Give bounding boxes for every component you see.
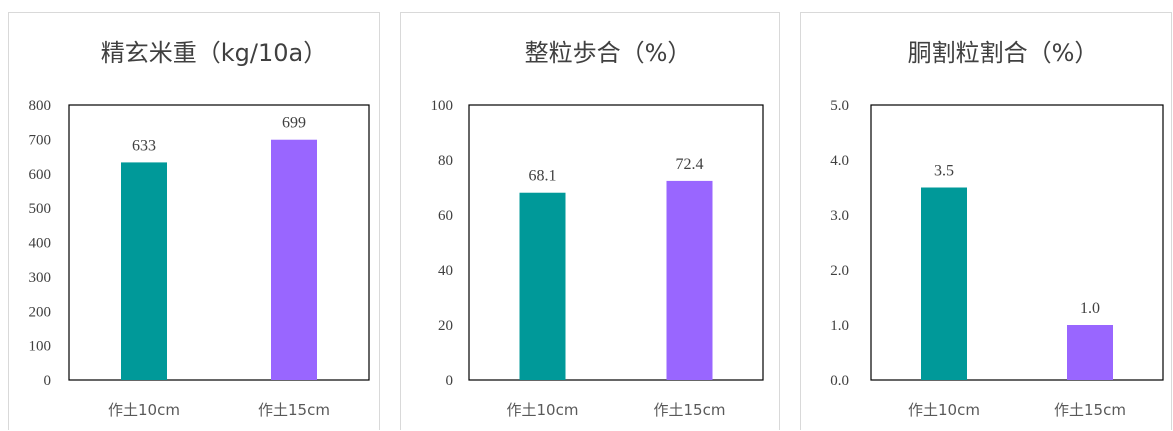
chart-panel-cracked-grain-ratio: 胴割粒割合（%） 0.0 1.0 2.0 3.0 4.0 5.0 3.5 作土10cm 1.0 作土… [800, 12, 1172, 430]
chart-title: 胴割粒割合（%） [908, 39, 1099, 67]
y-tick-label: 300 [29, 270, 52, 286]
chart-panel-grain-weight: 精玄米重（kg/10a） 0 100 200 300 400 500 600 700 800 633… [8, 12, 380, 430]
data-label: 633 [132, 137, 156, 154]
y-tick-label: 500 [29, 201, 52, 217]
chart-svg-cracked-grain-ratio: 胴割粒割合（%） 0.0 1.0 2.0 3.0 4.0 5.0 3.5 作土10cm 1.0 作土… [830, 39, 1164, 419]
data-label: 699 [282, 115, 306, 132]
y-tick-label: 800 [29, 98, 52, 114]
plot-frame [468, 104, 764, 381]
bar [1067, 325, 1113, 380]
y-tick-label: 2.0 [830, 263, 849, 279]
data-label: 1.0 [1080, 300, 1100, 317]
data-label: 68.1 [529, 168, 557, 185]
y-tick-label: 100 [29, 339, 52, 355]
chart-panel-whole-grain-ratio: 整粒歩合（%） 0 20 40 60 80 100 68.1 作土10cm 72.4 作土15cm [400, 12, 780, 430]
y-tick-label: 4.0 [830, 153, 849, 169]
plot-frame [68, 104, 370, 381]
y-tick-label: 0 [446, 373, 454, 389]
y-tick-label: 600 [29, 167, 52, 183]
y-tick-label: 400 [29, 236, 52, 252]
data-label: 72.4 [676, 156, 704, 173]
x-category-label: 作土15cm [654, 401, 726, 419]
y-tick-label: 700 [29, 132, 52, 148]
y-tick-label: 40 [438, 263, 453, 279]
x-category-label: 作土10cm [108, 401, 180, 419]
y-tick-label: 80 [438, 153, 453, 169]
x-category-label: 作土10cm [908, 401, 980, 419]
y-tick-label: 200 [29, 304, 52, 320]
plot-frame [870, 104, 1164, 381]
y-tick-label: 5.0 [830, 98, 849, 114]
bar [519, 192, 566, 380]
y-tick-label: 3.0 [830, 208, 849, 224]
bar [271, 139, 317, 380]
y-tick-label: 100 [431, 98, 454, 114]
y-tick-label: 20 [438, 318, 453, 334]
y-tick-label: 60 [438, 208, 453, 224]
data-label: 3.5 [934, 163, 954, 180]
x-category-label: 作土15cm [1054, 401, 1126, 419]
x-category-label: 作土10cm [507, 401, 579, 419]
chart-title: 整粒歩合（%） [525, 39, 692, 67]
y-tick-label: 0.0 [830, 373, 849, 389]
bar [666, 180, 713, 380]
bar [121, 162, 167, 380]
chart-svg-whole-grain-ratio: 整粒歩合（%） 0 20 40 60 80 100 68.1 作土10cm 72.4 作土15cm [431, 39, 764, 419]
x-category-label: 作土15cm [258, 401, 330, 419]
chart-title: 精玄米重（kg/10a） [101, 39, 327, 67]
bar [921, 187, 967, 380]
y-tick-label: 1.0 [830, 318, 849, 334]
y-tick-label: 0 [44, 373, 52, 389]
chart-svg-grain-weight: 精玄米重（kg/10a） 0 100 200 300 400 500 600 700 800 633… [29, 39, 370, 419]
